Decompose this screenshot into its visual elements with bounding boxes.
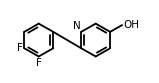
Text: F: F xyxy=(17,43,23,53)
Text: N: N xyxy=(73,21,80,31)
Text: OH: OH xyxy=(124,20,140,30)
Text: F: F xyxy=(36,58,42,68)
